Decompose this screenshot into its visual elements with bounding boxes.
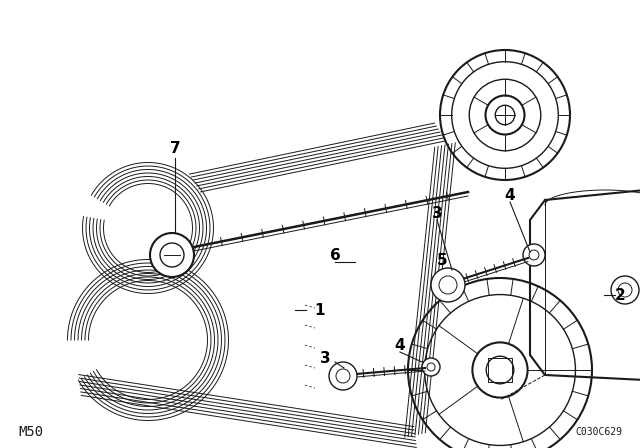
Circle shape [329,362,357,390]
Text: 7: 7 [170,141,180,155]
Text: 3: 3 [320,350,330,366]
Text: 4: 4 [395,337,405,353]
Circle shape [150,233,194,277]
Text: 5: 5 [436,253,447,267]
Text: C030C629: C030C629 [575,427,622,437]
Text: 2: 2 [614,288,625,302]
Text: 4: 4 [505,188,515,202]
Circle shape [422,358,440,376]
Polygon shape [530,190,640,380]
Circle shape [431,268,465,302]
Text: 3: 3 [432,206,442,220]
Circle shape [523,244,545,266]
Text: 1: 1 [315,302,325,318]
Text: 6: 6 [330,247,340,263]
Text: M50: M50 [18,425,43,439]
